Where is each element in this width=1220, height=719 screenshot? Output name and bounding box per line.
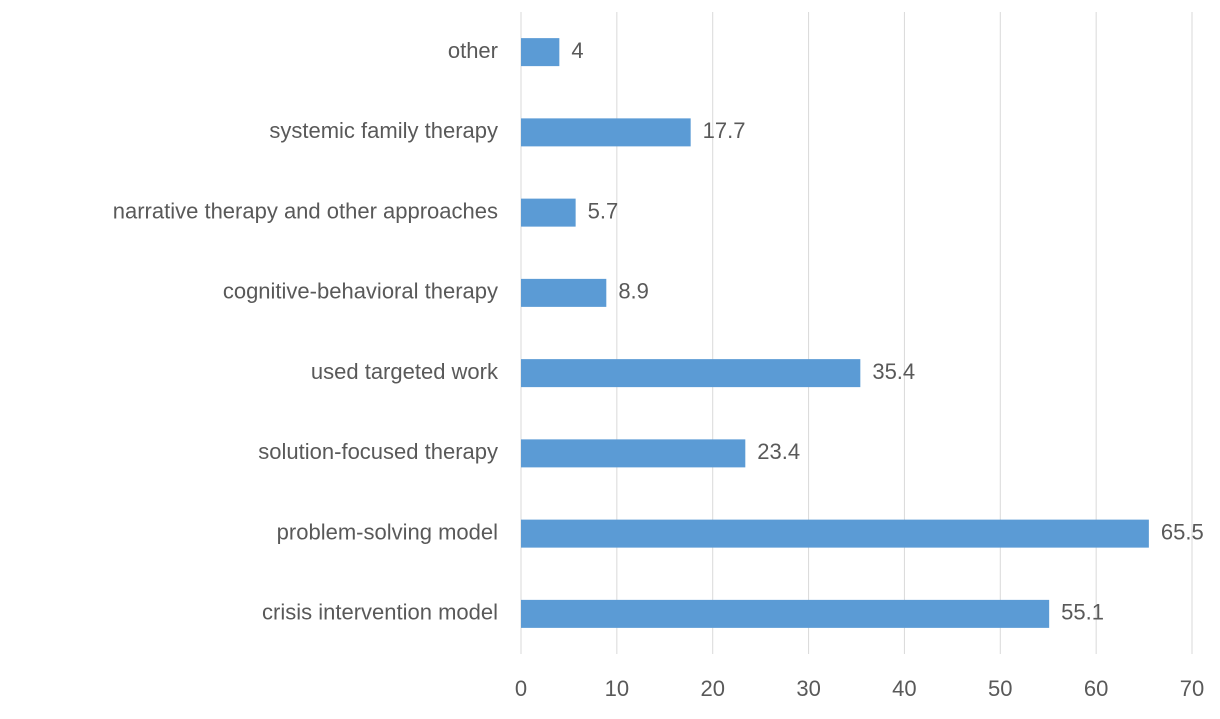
x-tick-label: 0 [515,676,527,701]
bar [521,278,607,307]
data-label: 8.9 [618,279,649,304]
data-label: 5.7 [588,198,619,223]
x-tick-label: 40 [892,676,916,701]
bar [521,38,560,67]
bar [521,359,861,388]
bar [521,439,746,468]
x-tick-label: 60 [1084,676,1108,701]
x-tick-label: 50 [988,676,1012,701]
y-tick-label: cognitive-behavioral therapy [223,279,498,304]
y-tick-label: narrative therapy and other approaches [113,198,498,223]
data-label: 23.4 [757,439,800,464]
x-tick-label: 20 [700,676,724,701]
bar [521,519,1149,548]
y-tick-label: other [448,38,498,63]
y-tick-label: solution-focused therapy [258,439,498,464]
data-label: 55.1 [1061,600,1104,625]
y-tick-label: used targeted work [311,359,499,384]
bar [521,118,691,147]
bar [521,599,1050,628]
y-tick-label: crisis intervention model [262,600,498,625]
y-tick-label: systemic family therapy [269,118,498,143]
x-tick-label: 30 [796,676,820,701]
data-label: 65.5 [1161,519,1204,544]
bar [521,198,576,227]
data-label: 35.4 [872,359,915,384]
data-label: 4 [571,38,583,63]
y-tick-label: problem-solving model [277,519,498,544]
data-label: 17.7 [703,118,746,143]
x-tick-label: 70 [1180,676,1204,701]
x-tick-label: 10 [605,676,629,701]
